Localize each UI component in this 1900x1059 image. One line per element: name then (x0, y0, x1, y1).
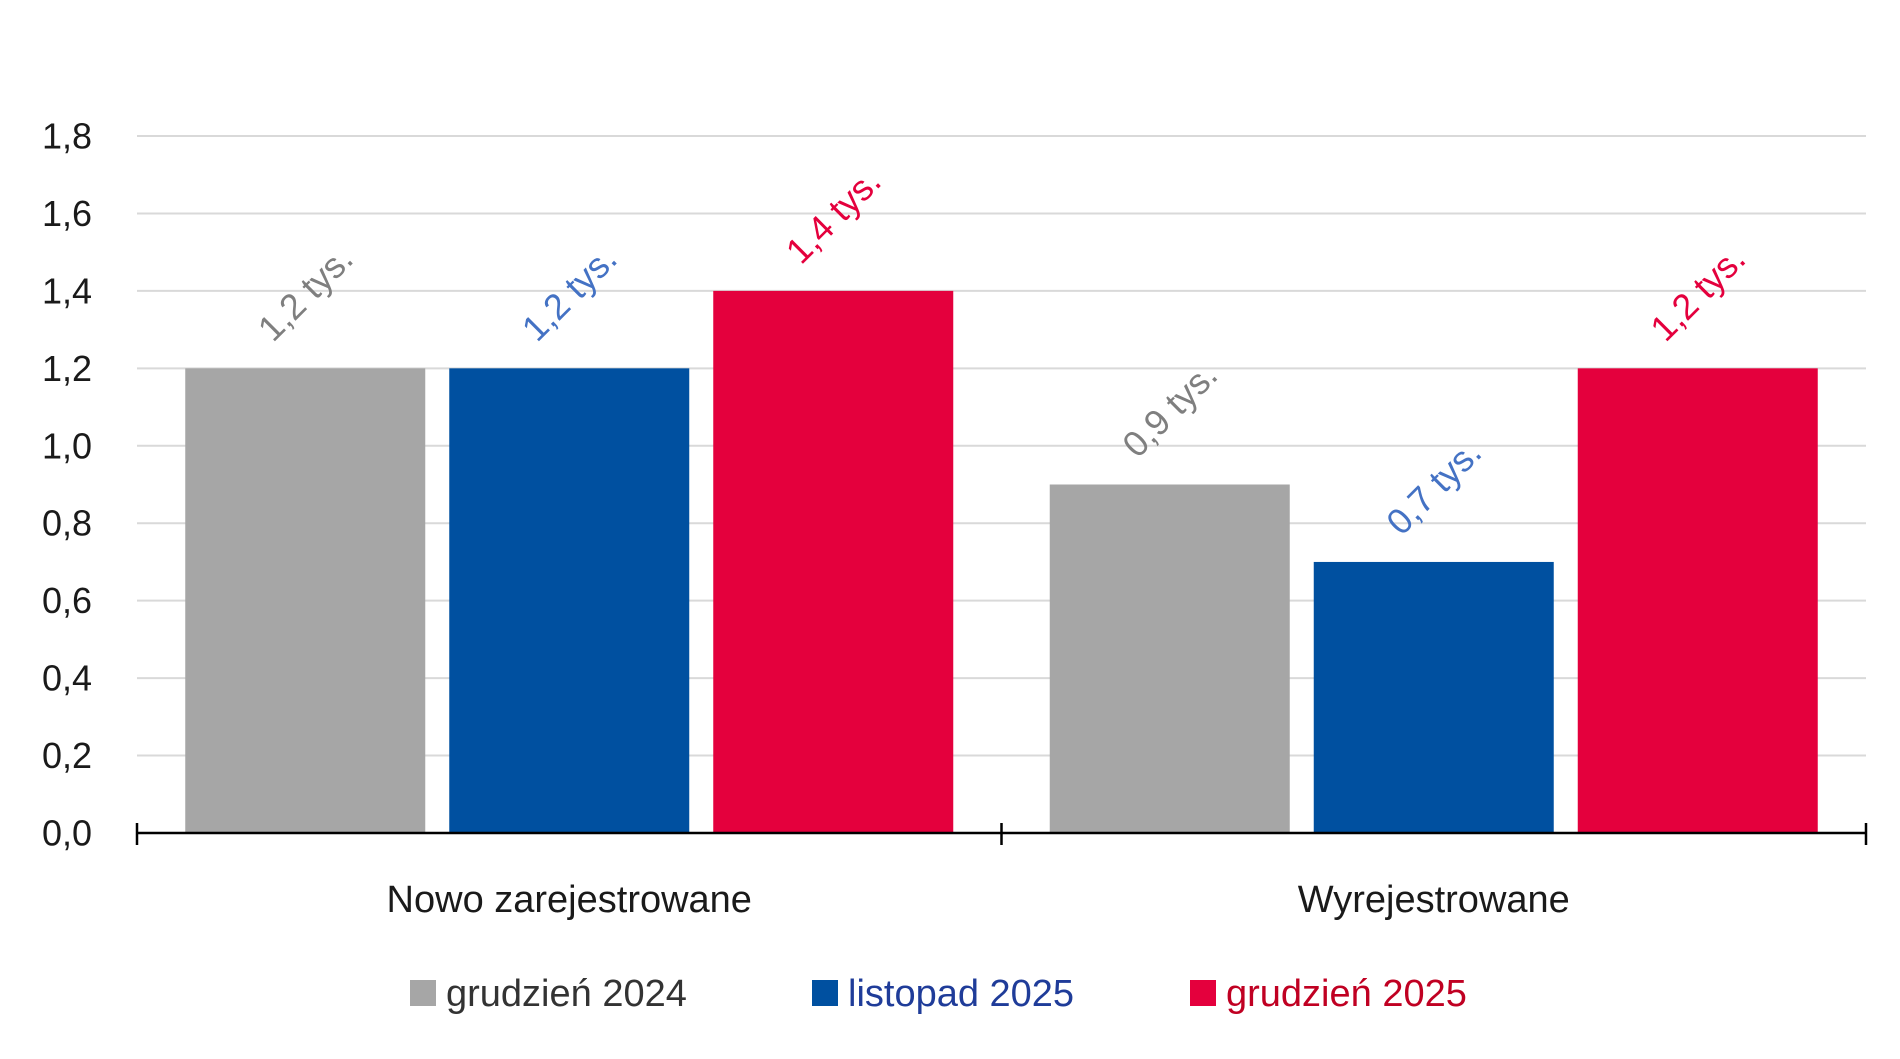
bar (713, 290, 954, 833)
bars (185, 290, 1818, 833)
category-label: Nowo zarejestrowane (387, 879, 752, 921)
data-label: 1,2 tys. (1642, 238, 1753, 349)
y-tick-label: 1,6 (42, 193, 92, 234)
legend-swatch (410, 980, 436, 1006)
data-label: 1,4 tys. (778, 160, 889, 271)
category-label: Wyrejestrowane (1298, 879, 1570, 921)
bar (185, 368, 426, 833)
y-tick-label: 0,0 (42, 813, 92, 854)
bar (1313, 561, 1554, 833)
x-axis-category-labels: Nowo zarejestrowane Wyrejestrowane (387, 879, 1570, 921)
bar (1049, 484, 1290, 833)
legend-label: grudzień 2025 (1226, 973, 1467, 1015)
y-tick-label: 0,6 (42, 580, 92, 621)
legend-swatch (1190, 980, 1216, 1006)
y-tick-label: 1,0 (42, 425, 92, 466)
bar (1577, 368, 1818, 833)
y-tick-label: 1,4 (42, 270, 92, 311)
legend: grudzień 2024 listopad 2025 grudzień 2025 (410, 973, 1467, 1015)
y-tick-label: 0,8 (42, 503, 92, 544)
y-tick-label: 1,8 (42, 116, 92, 157)
legend-label: grudzień 2024 (446, 973, 687, 1015)
y-axis-tick-labels: 0,0 0,2 0,4 0,6 0,8 1,0 1,2 1,4 1,6 1,8 (42, 116, 92, 854)
y-tick-label: 0,2 (42, 735, 92, 776)
data-label: 1,2 tys. (250, 238, 361, 349)
data-label: 0,7 tys. (1378, 431, 1489, 542)
x-axis (135, 823, 1868, 845)
bar (449, 368, 690, 833)
legend-swatch (812, 980, 838, 1006)
data-label: 0,9 tys. (1114, 354, 1225, 465)
y-tick-label: 1,2 (42, 348, 92, 389)
legend-label: listopad 2025 (848, 973, 1074, 1015)
data-label: 1,2 tys. (514, 238, 625, 349)
y-tick-label: 0,4 (42, 658, 92, 699)
